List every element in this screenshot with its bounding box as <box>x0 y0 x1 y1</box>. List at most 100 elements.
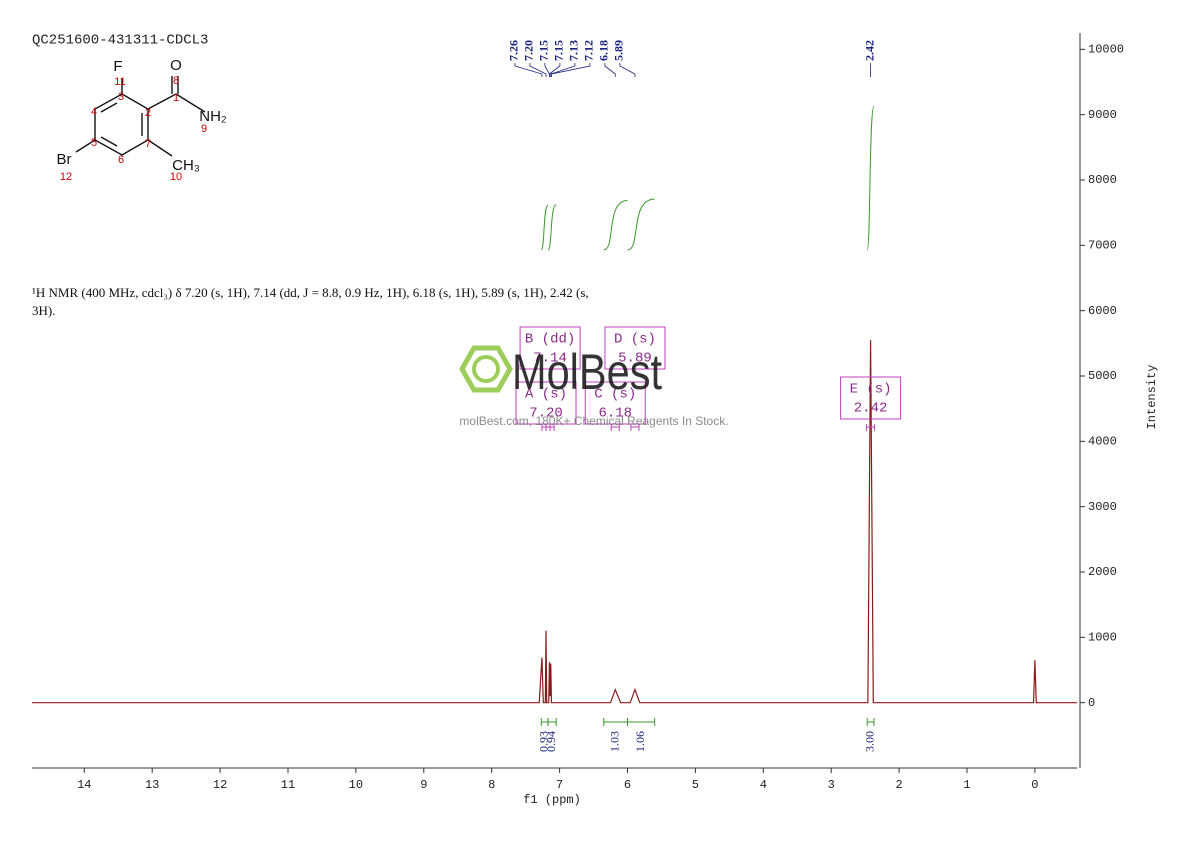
x-tick-label: 12 <box>213 778 227 792</box>
integral-label: 1.06 <box>633 731 647 752</box>
multiplet-box <box>604 326 666 370</box>
watermark: MolBest molBest.com, 180K+ Chemical Reage… <box>459 344 729 428</box>
y-tick-label: 1000 <box>1088 631 1117 645</box>
integral-curve <box>540 204 549 251</box>
y-tick-label: 10000 <box>1088 43 1124 57</box>
multiplet-name: B (dd) <box>525 332 575 348</box>
x-tick-label: 11 <box>281 778 295 792</box>
integral-label: 0.94 <box>544 731 558 752</box>
peak-label: 7.12 <box>582 40 596 61</box>
multiplet-marker <box>630 424 640 431</box>
peak-leader <box>544 63 550 77</box>
peak-label: 7.26 <box>507 40 521 61</box>
y-tick-label: 4000 <box>1088 435 1117 449</box>
multiplet-shift: 7.20 <box>529 406 563 422</box>
integral-label: 3.00 <box>862 731 876 752</box>
integral-label: 1.03 <box>607 731 621 752</box>
multiplet-shift: 5.89 <box>618 351 652 367</box>
integral-curve <box>603 200 628 251</box>
y-tick-label: 7000 <box>1088 239 1117 253</box>
peak-leader <box>549 63 561 77</box>
atom-label: Br <box>57 151 72 168</box>
y-tick-label: 5000 <box>1088 369 1117 383</box>
x-tick-label: 6 <box>624 778 631 792</box>
multiplet-name: A (s) <box>525 387 567 403</box>
x-tick-label: 10 <box>349 778 363 792</box>
x-axis-label: f1 (ppm) <box>523 793 581 807</box>
watermark-brand: MolBest <box>512 344 662 400</box>
integral-bracket <box>540 718 549 726</box>
x-tick-label: 14 <box>77 778 91 792</box>
peak-leader <box>604 63 616 77</box>
multiplet-box <box>519 326 581 370</box>
x-tick-label: 3 <box>828 778 835 792</box>
peak-label: 5.89 <box>612 40 626 61</box>
multiplet-shift: 7.14 <box>533 351 567 367</box>
spectrum-line <box>32 340 1077 704</box>
atom-number: 1 <box>173 92 179 104</box>
peak-label: 2.42 <box>862 40 876 61</box>
y-tick-label: 9000 <box>1088 108 1117 122</box>
atom-label: O <box>170 57 182 74</box>
multiplet-name: D (s) <box>614 332 656 348</box>
multiplet-shift: 2.42 <box>854 401 888 417</box>
multiplet-marker <box>610 424 620 431</box>
peak-leader <box>514 63 543 77</box>
watermark-logo <box>459 345 513 393</box>
integral-label: 0.93 <box>536 731 550 752</box>
peak-label: 7.20 <box>522 40 536 61</box>
atom-number: 8 <box>173 75 179 87</box>
watermark-tagline: molBest.com, 180K+ Chemical Reagents In … <box>459 414 728 428</box>
peak-label: 6.18 <box>597 40 611 61</box>
atom-number: 12 <box>60 171 72 183</box>
x-tick-label: 5 <box>692 778 699 792</box>
peak-label: 7.15 <box>537 40 551 61</box>
multiplet-box <box>584 381 646 425</box>
peak-leader <box>619 63 636 77</box>
multiplet-shift: 6.18 <box>598 406 632 422</box>
y-tick-label: 8000 <box>1088 173 1117 187</box>
x-tick-label: 9 <box>420 778 427 792</box>
peak-leader <box>551 63 591 77</box>
chart-title: QC251600-431311-CDCL3 <box>32 33 208 49</box>
integral-bracket <box>626 718 656 726</box>
x-tick-label: 0 <box>1031 778 1038 792</box>
peak-leader <box>550 63 576 77</box>
integral-curve <box>866 105 875 251</box>
atom-number: 7 <box>145 138 151 150</box>
peak-leader <box>529 63 547 77</box>
y-tick-label: 2000 <box>1088 565 1117 579</box>
x-tick-label: 8 <box>488 778 495 792</box>
atom-label: F <box>113 58 122 75</box>
y-axis-label: Intensity <box>1145 365 1159 430</box>
y-tick-label: 3000 <box>1088 500 1117 514</box>
atom-number: 6 <box>118 154 124 166</box>
atom-number: 2 <box>145 107 151 119</box>
multiplet-box <box>840 376 902 420</box>
x-tick-label: 13 <box>145 778 159 792</box>
atom-number: 3 <box>118 91 124 103</box>
multiplet-marker <box>866 424 876 431</box>
x-tick-label: 1 <box>963 778 970 792</box>
atom-label: CH₃ <box>172 157 200 174</box>
multiplet-marker <box>545 424 555 431</box>
x-tick-label: 2 <box>895 778 902 792</box>
atom-number: 10 <box>170 171 182 183</box>
integral-curve <box>627 198 655 251</box>
peak-label: 7.13 <box>567 40 581 61</box>
multiplet-name: E (s) <box>850 382 892 398</box>
integral-bracket <box>603 718 628 726</box>
integral-bracket <box>866 718 875 726</box>
atom-number: 5 <box>91 137 97 149</box>
atom-number: 4 <box>91 106 97 118</box>
peak-label: 7.15 <box>552 40 566 61</box>
integral-bracket <box>547 718 557 726</box>
multiplet-name: C (s) <box>594 387 636 403</box>
watermark-logo-ring <box>472 355 500 383</box>
nmr-description: ¹H NMR (400 MHz, cdcl₃) δ 7.20 (s, 1H), … <box>32 285 589 318</box>
atom-number: 11 <box>114 76 125 88</box>
structure-bonds <box>75 76 206 157</box>
integral-curve <box>547 204 557 251</box>
